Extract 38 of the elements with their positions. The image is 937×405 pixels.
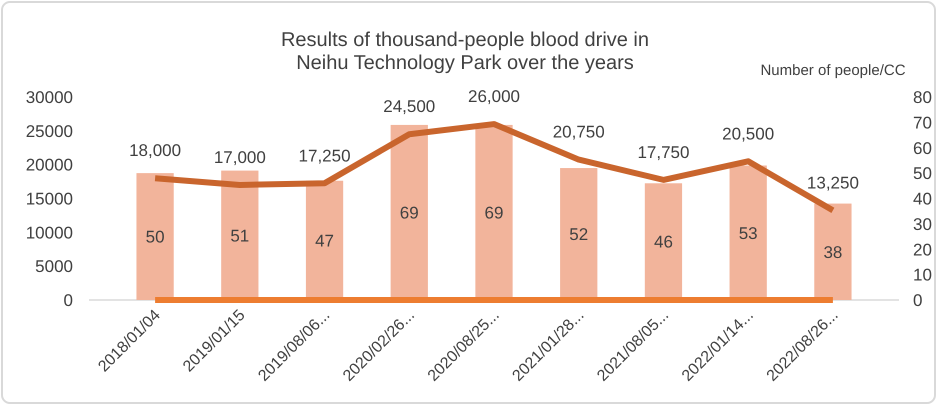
data-label: 26,000: [468, 87, 520, 106]
data-label: 52: [569, 225, 588, 244]
data-label: 17,750: [637, 142, 690, 162]
data-label: 51: [230, 226, 250, 246]
y2-tick-label: 20: [913, 240, 932, 260]
data-label: 69: [400, 203, 419, 222]
y2-tick-label: 50: [913, 164, 932, 184]
data-label: 13,250: [806, 173, 859, 192]
y-tick-label: 25000: [26, 122, 73, 141]
y-tick-label: 5000: [35, 257, 73, 276]
data-label: 69: [484, 203, 504, 222]
data-label: 24,500: [383, 97, 436, 116]
y-tick-label: 15000: [26, 190, 73, 208]
data-label: 20,500: [722, 124, 774, 144]
y-tick-label: 20000: [26, 156, 73, 175]
y2-tick-label: 10: [913, 266, 932, 285]
bar: [136, 173, 174, 300]
data-label: 46: [654, 232, 673, 252]
y2-axis-title: Number of people/CC: [760, 62, 906, 79]
data-label: 17,000: [214, 148, 266, 167]
chart-title: Results of thousand-people blood drive in Neihu Technology Park over the years: [280, 29, 650, 74]
data-label: 53: [738, 224, 758, 243]
data-label: 17,250: [298, 146, 351, 166]
y2-tick-label: 60: [913, 138, 932, 158]
data-label: 20,750: [552, 122, 605, 142]
y2-tick-label: 0: [913, 291, 922, 310]
y2-tick-label: 80: [913, 88, 932, 107]
data-label: 50: [146, 228, 165, 247]
data-label: 47: [315, 231, 334, 250]
bar: [814, 204, 852, 300]
y2-tick-label: 70: [913, 113, 932, 132]
data-label: 38: [823, 242, 842, 262]
y2-tick-label: 40: [913, 190, 932, 208]
y-tick-label: 0: [64, 291, 73, 310]
data-label: 18,000: [129, 141, 182, 160]
y2-tick-label: 30: [913, 214, 932, 234]
y-tick-label: 10000: [26, 223, 73, 242]
y-tick-label: 30000: [26, 88, 73, 107]
